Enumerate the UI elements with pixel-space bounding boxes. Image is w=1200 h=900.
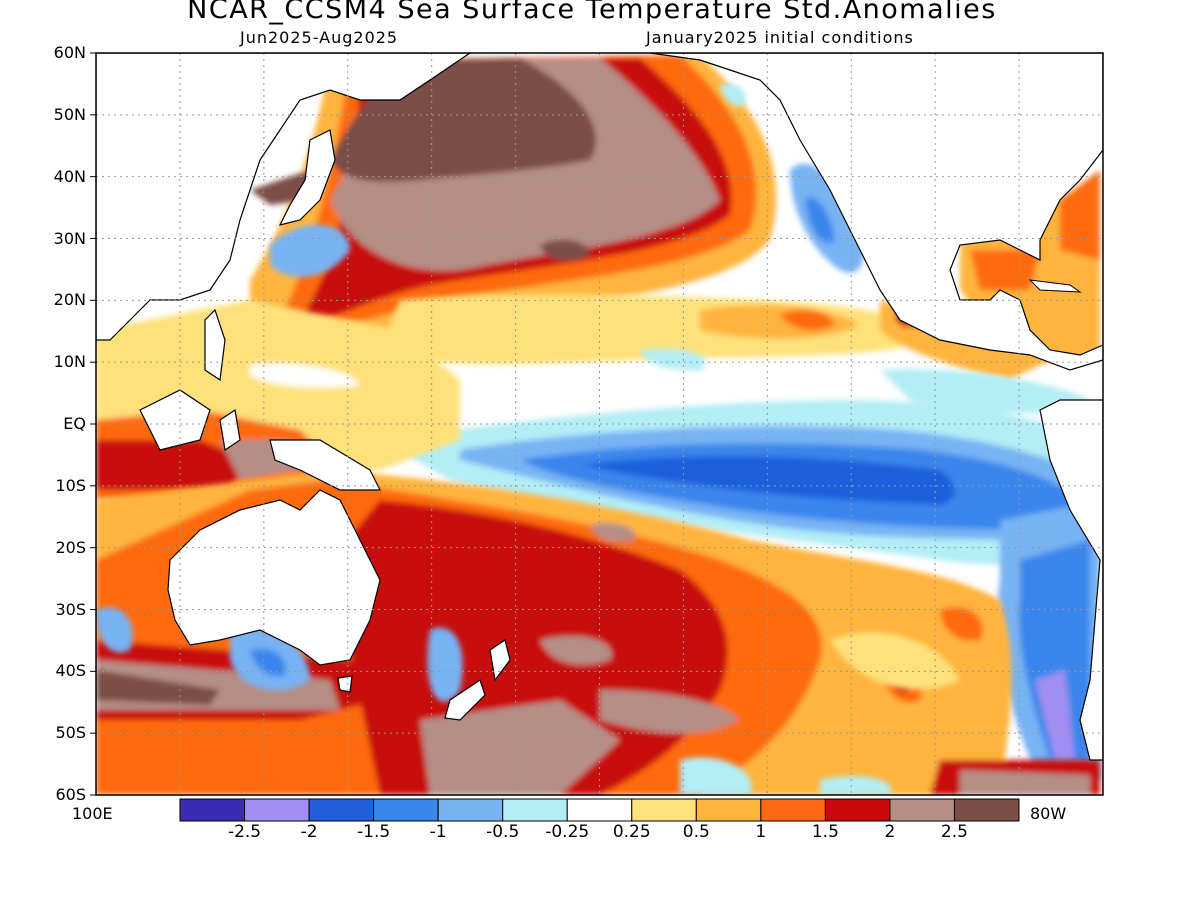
colorbar-label: -2.5: [227, 822, 262, 842]
colorbar-label: -1.5: [357, 822, 391, 842]
anomaly-field: [96, 53, 1103, 795]
colorbar-swatch: [566, 798, 633, 822]
lat-label: 50N: [53, 104, 86, 124]
colorbar-swatch: [244, 798, 310, 822]
lat-label: 40N: [53, 166, 86, 186]
colorbar-swatch: [308, 798, 375, 822]
lat-label: 20N: [53, 290, 86, 310]
lon-label-right: 80W: [1030, 804, 1067, 823]
colorbar-swatch: [502, 798, 568, 822]
continents: [96, 53, 1103, 761]
lat-label: 60S: [55, 785, 86, 804]
colorbar-swatch: [889, 798, 955, 822]
colorbar-label: 1: [755, 822, 767, 842]
colorbar-label: 2: [884, 822, 896, 842]
colorbar-swatch: [760, 798, 826, 822]
colorbar-swatch: [824, 798, 891, 822]
lon-label-left: 100E: [72, 804, 113, 823]
lat-lon-grid: [96, 53, 1103, 795]
lat-label: 40S: [55, 661, 86, 681]
lat-label: 20S: [55, 537, 86, 557]
lat-label: 60N: [53, 43, 86, 62]
forecast-period: Jun2025-Aug2025: [240, 28, 399, 47]
colorbar-swatch: [373, 798, 439, 822]
colorbar-label: 0.5: [682, 822, 710, 842]
lat-ticks: [90, 52, 96, 796]
colorbar-swatch: [631, 798, 697, 822]
colorbar-swatch: [437, 798, 504, 822]
colorbar: [179, 798, 1020, 822]
colorbar-label: -0.25: [545, 822, 590, 842]
lat-label: 30S: [55, 599, 86, 619]
lat-label: 30N: [53, 228, 86, 248]
lat-label: 10N: [53, 352, 86, 372]
colorbar-label: 0.25: [612, 822, 651, 842]
colorbar-label: 2.5: [940, 822, 968, 842]
map-title: NCAR_CCSM4 Sea Surface Temperature Std.A…: [187, 0, 997, 25]
colorbar-swatch: [695, 798, 762, 822]
colorbar-swatch: [179, 798, 246, 822]
colorbar-label: -2: [300, 822, 318, 842]
lat-label: EQ: [63, 414, 86, 433]
lat-label: 10S: [55, 475, 86, 495]
colorbar-label: -0.5: [486, 822, 520, 842]
initial-conditions: January2025 initial conditions: [646, 28, 914, 47]
colorbar-label: -1: [429, 822, 447, 842]
colorbar-label: 1.5: [811, 822, 839, 842]
colorbar-swatch: [953, 798, 1020, 822]
lat-label: 50S: [55, 723, 86, 743]
